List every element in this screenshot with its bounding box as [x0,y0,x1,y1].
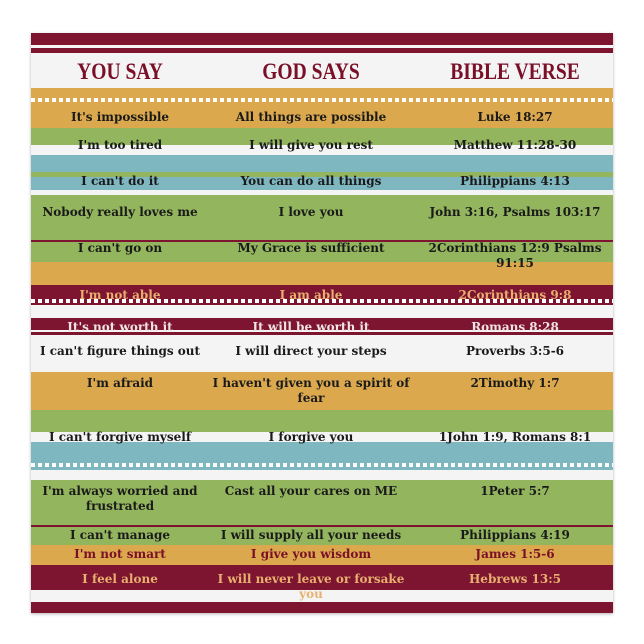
row-you-text: I'm not able [79,288,161,302]
row-god-text: I give you wisdom [250,547,372,561]
header-god-says: GOD SAYS [262,59,360,84]
header-bible-verse: BIBLE VERSE [450,59,580,84]
row-god-text: My Grace is sufficient [237,241,385,255]
row-god-text: It will be worth it [252,320,370,334]
row-god-text: I will direct your steps [235,344,387,358]
row-you-text: I can't forgive myself [49,430,191,444]
poster: YOU SAY GOD SAYS BIBLE VERSE It's imposs… [31,33,613,613]
row-you-text: I feel alone [82,572,158,586]
row-god-text: Cast all your cares on ME [224,484,398,498]
row-verse-text: 2Corinthians 9:8 [458,288,572,302]
row-god-text: I love you [278,205,344,219]
row-you-text: I can't do it [81,174,159,188]
row-verse-text: Romans 8:28 [471,320,559,334]
header-you-say: YOU SAY [77,59,163,84]
row-verse-text: 1John 1:9, Romans 8:1 [438,430,592,444]
row-you-text: I can't manage [70,528,170,542]
row-verse-text: 2Corinthians 12:9 Psalms 91:15 [428,241,602,270]
row-you-text: Nobody really loves me [42,205,198,219]
row-god-text: I will supply all your needs [220,528,402,542]
row-you-text: It's impossible [70,110,170,124]
row-you-text: I can't figure things out [39,344,201,358]
row-verse-text: 2Timothy 1:7 [470,376,560,390]
row-god-text: I am able [279,288,343,302]
row-verse-text: James 1:5-6 [475,547,555,561]
row-verse-text: Matthew 11:28-30 [453,138,577,152]
row-you-text: I'm not smart [74,547,166,561]
row-god-text: I forgive you [268,430,354,444]
row-you-text: It's not worth it [67,320,173,334]
row-verse-text: John 3:16, Psalms 103:17 [429,205,601,219]
row-god-text: I will give you rest [249,138,373,152]
row-verse-text: Proverbs 3:5-6 [465,344,565,358]
row-verse-text: Philippians 4:13 [460,174,570,188]
row-god-text: You can do all things [240,174,382,188]
row-verse-text: Luke 18:27 [477,110,553,124]
row-verse-text: Philippians 4:19 [460,528,570,542]
row-you-text: I'm too tired [77,138,163,152]
row-you-text: I can't go on [77,241,163,255]
row-you-text: I'm always worried and frustrated [42,484,198,513]
row-god-text: All things are possible [235,110,387,124]
row-god-text: I haven't given you a spirit of fear [212,376,410,405]
row-you-text: I'm afraid [86,376,154,390]
row-god-text: I will never leave or forsake you [217,572,405,601]
row-verse-text: 1Peter 5:7 [480,484,550,498]
row-verse-text: Hebrews 13:5 [468,572,562,586]
